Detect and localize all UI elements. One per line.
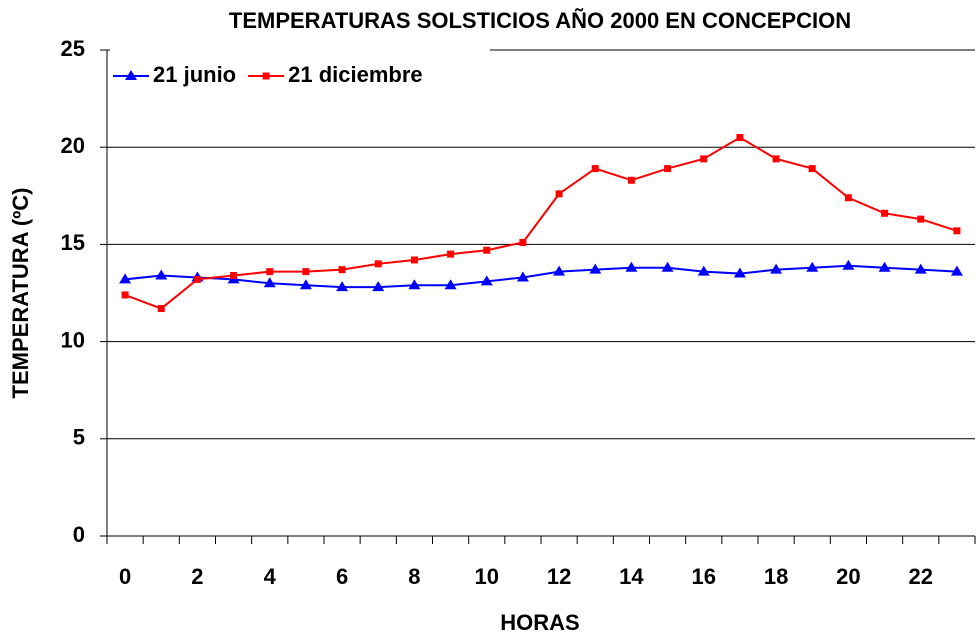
marker bbox=[338, 266, 346, 274]
marker bbox=[664, 165, 672, 173]
x-tick-label: 0 bbox=[119, 564, 131, 589]
marker bbox=[917, 215, 925, 223]
marker bbox=[950, 265, 963, 276]
x-tick-label: 10 bbox=[475, 564, 499, 589]
marker bbox=[230, 272, 238, 280]
x-tick-label: 22 bbox=[909, 564, 933, 589]
x-tick-label: 20 bbox=[836, 564, 860, 589]
marker bbox=[627, 176, 635, 184]
marker bbox=[121, 291, 129, 299]
y-tick-label: 5 bbox=[73, 425, 85, 450]
marker bbox=[263, 277, 276, 288]
marker bbox=[374, 260, 382, 268]
y-tick-label: 20 bbox=[61, 133, 85, 158]
marker bbox=[772, 155, 780, 163]
marker bbox=[808, 165, 816, 173]
marker bbox=[119, 273, 132, 284]
marker bbox=[516, 271, 529, 282]
x-tick-label: 2 bbox=[191, 564, 203, 589]
legend-box bbox=[110, 42, 490, 92]
x-tick-label: 16 bbox=[692, 564, 716, 589]
marker bbox=[157, 305, 165, 313]
y-tick-label: 25 bbox=[61, 36, 85, 61]
marker bbox=[483, 246, 491, 254]
series-line bbox=[124, 136, 958, 310]
marker bbox=[193, 275, 201, 283]
y-tick-label: 15 bbox=[61, 230, 85, 255]
x-tick-label: 4 bbox=[264, 564, 277, 589]
marker bbox=[589, 263, 602, 274]
marker bbox=[591, 165, 599, 173]
marker bbox=[262, 72, 270, 80]
marker bbox=[410, 256, 418, 264]
x-axis-label: HORAS bbox=[500, 610, 579, 635]
marker bbox=[336, 281, 349, 292]
marker bbox=[519, 238, 527, 246]
legend-label: 21 diciembre bbox=[288, 62, 423, 87]
marker bbox=[372, 281, 385, 292]
marker bbox=[155, 269, 168, 280]
marker bbox=[914, 263, 927, 274]
marker bbox=[736, 133, 744, 141]
marker bbox=[842, 259, 855, 270]
marker bbox=[953, 227, 961, 235]
x-tick-label: 14 bbox=[619, 564, 644, 589]
marker bbox=[555, 190, 563, 198]
marker bbox=[661, 261, 674, 272]
marker bbox=[302, 268, 310, 276]
marker bbox=[700, 155, 708, 163]
marker bbox=[447, 250, 455, 258]
marker bbox=[881, 209, 889, 217]
x-tick-label: 6 bbox=[336, 564, 348, 589]
chart-title: TEMPERATURAS SOLSTICIOS AÑO 2000 EN CONC… bbox=[229, 8, 851, 33]
marker bbox=[878, 261, 891, 272]
marker bbox=[770, 263, 783, 274]
marker bbox=[408, 279, 421, 290]
marker bbox=[266, 268, 274, 276]
marker bbox=[806, 261, 819, 272]
series-line bbox=[124, 264, 957, 289]
marker bbox=[844, 194, 852, 202]
marker bbox=[444, 279, 457, 290]
marker bbox=[697, 265, 710, 276]
marker bbox=[733, 267, 746, 278]
marker bbox=[480, 275, 493, 286]
marker bbox=[299, 279, 312, 290]
y-tick-label: 0 bbox=[73, 522, 85, 547]
marker bbox=[553, 265, 566, 276]
legend-label: 21 junio bbox=[153, 62, 236, 87]
marker bbox=[125, 70, 137, 80]
y-tick-label: 10 bbox=[61, 327, 85, 352]
x-tick-label: 12 bbox=[547, 564, 571, 589]
marker bbox=[625, 261, 638, 272]
x-tick-label: 18 bbox=[764, 564, 788, 589]
x-tick-label: 8 bbox=[408, 564, 420, 589]
y-axis-label: TEMPERATURA (ºC) bbox=[8, 188, 33, 399]
